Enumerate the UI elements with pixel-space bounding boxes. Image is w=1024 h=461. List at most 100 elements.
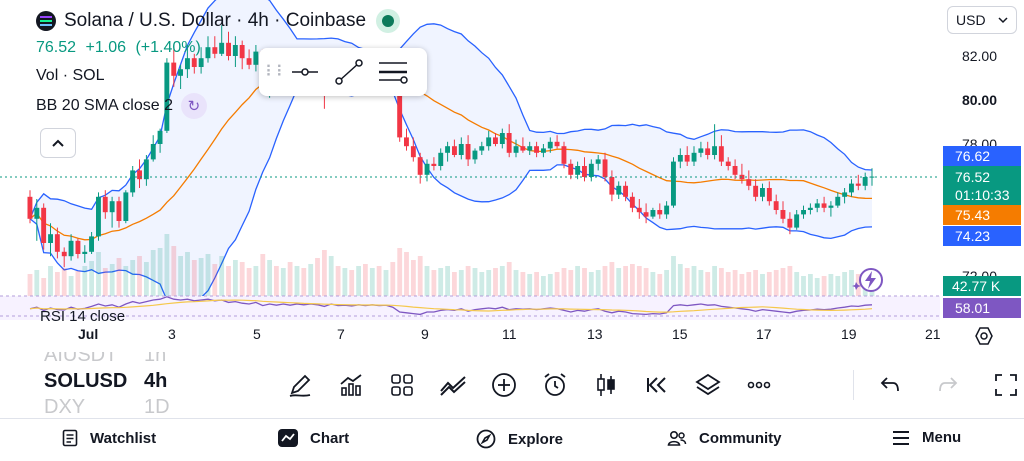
horizontal-line-tool[interactable] xyxy=(283,52,327,92)
symbol-row-active[interactable]: SOLUSD 4h xyxy=(44,368,184,394)
candle[interactable] xyxy=(835,192,841,208)
currency-select[interactable]: USD xyxy=(947,6,1017,34)
candle[interactable] xyxy=(541,144,546,158)
candle[interactable] xyxy=(102,190,108,219)
candle[interactable] xyxy=(465,135,471,166)
candle[interactable] xyxy=(486,130,492,151)
candle[interactable] xyxy=(753,179,759,202)
add-icon[interactable] xyxy=(484,368,524,402)
compare-icon[interactable] xyxy=(433,368,473,402)
candle[interactable] xyxy=(671,157,676,208)
candle[interactable] xyxy=(130,166,136,197)
candle[interactable] xyxy=(123,190,129,224)
candle[interactable] xyxy=(48,223,53,257)
candle[interactable] xyxy=(27,190,33,224)
candle[interactable] xyxy=(766,181,772,206)
candle[interactable] xyxy=(239,40,245,70)
candle[interactable] xyxy=(616,181,622,199)
collapse-legend-button[interactable] xyxy=(40,128,76,158)
candle[interactable] xyxy=(773,194,779,215)
candle[interactable] xyxy=(650,207,656,219)
candle[interactable] xyxy=(828,201,834,217)
candle[interactable] xyxy=(89,232,94,254)
price-chart[interactable] xyxy=(0,0,1024,352)
candle[interactable] xyxy=(718,135,724,166)
candle[interactable] xyxy=(178,64,183,89)
candle[interactable] xyxy=(623,181,628,202)
candle[interactable] xyxy=(54,227,60,259)
candle[interactable] xyxy=(855,174,861,191)
candle[interactable] xyxy=(232,36,238,67)
chart-area[interactable]: Solana / U.S. Dollar · 4h · Coinbase 76.… xyxy=(0,0,1024,352)
nav-community[interactable]: Community xyxy=(667,429,782,447)
pencil-icon[interactable] xyxy=(280,368,320,402)
candle[interactable] xyxy=(404,128,409,151)
candle[interactable] xyxy=(561,141,567,169)
candle[interactable] xyxy=(212,36,218,59)
symbol-switcher[interactable]: AIUSDT 1h SOLUSD 4h DXY 1D xyxy=(44,352,184,418)
candle[interactable] xyxy=(513,139,519,158)
candle[interactable] xyxy=(636,199,642,219)
candle[interactable] xyxy=(191,53,197,74)
candle[interactable] xyxy=(493,133,498,147)
candle[interactable] xyxy=(410,137,416,162)
candle[interactable] xyxy=(568,159,574,180)
nav-menu[interactable]: Menu xyxy=(892,429,961,446)
candle[interactable] xyxy=(657,203,663,219)
drawing-toolbar[interactable]: ⠇⠇ xyxy=(259,48,427,96)
line-settings-tool[interactable] xyxy=(371,52,415,92)
candle[interactable] xyxy=(246,49,252,70)
candle[interactable] xyxy=(582,157,587,182)
bb-legend[interactable]: BB 20 SMA close 2 ↻ xyxy=(36,93,400,119)
time-axis[interactable]: Jul 3 5 7 9 11 13 15 17 19 21 xyxy=(0,326,1024,348)
candle[interactable] xyxy=(75,238,81,259)
candle[interactable] xyxy=(842,188,848,204)
nav-chart[interactable]: Chart xyxy=(278,429,349,447)
chart-settings-icon[interactable] xyxy=(974,326,994,346)
candle[interactable] xyxy=(520,137,526,153)
candle[interactable] xyxy=(595,155,601,171)
candle[interactable] xyxy=(547,137,553,153)
candle[interactable] xyxy=(68,234,74,261)
refresh-icon[interactable]: ↻ xyxy=(180,93,207,119)
candle[interactable] xyxy=(862,172,868,191)
candle[interactable] xyxy=(219,25,225,56)
candle[interactable] xyxy=(424,159,430,182)
candle[interactable] xyxy=(609,170,615,202)
candle[interactable] xyxy=(150,135,156,162)
candle[interactable] xyxy=(431,157,437,171)
nav-explore[interactable]: Explore xyxy=(476,429,563,449)
candle[interactable] xyxy=(109,196,115,228)
lightning-icon[interactable] xyxy=(852,266,884,294)
candle[interactable] xyxy=(226,31,231,61)
candle[interactable] xyxy=(205,36,211,63)
candle[interactable] xyxy=(499,128,505,149)
layout-grid-icon[interactable] xyxy=(382,368,422,402)
symbol-title[interactable]: Solana / U.S. Dollar · 4h · Coinbase xyxy=(64,10,367,31)
alarm-icon[interactable] xyxy=(535,368,575,402)
indicators-icon[interactable] xyxy=(331,368,371,402)
candle[interactable] xyxy=(814,199,820,213)
candle[interactable] xyxy=(643,203,649,224)
candle[interactable] xyxy=(732,159,738,180)
candle[interactable] xyxy=(253,45,259,72)
drag-handle-icon[interactable]: ⠇⠇ xyxy=(265,64,287,81)
candle[interactable] xyxy=(554,135,560,149)
candle[interactable] xyxy=(746,170,752,191)
candle[interactable] xyxy=(137,159,142,188)
candle[interactable] xyxy=(677,148,683,169)
candle[interactable] xyxy=(705,141,711,160)
candle[interactable] xyxy=(479,141,485,155)
volume-label[interactable]: Vol · SOL xyxy=(36,67,105,84)
candle[interactable] xyxy=(143,155,149,186)
candle[interactable] xyxy=(698,141,704,158)
candle[interactable] xyxy=(185,45,190,78)
more-icon[interactable] xyxy=(739,368,779,402)
candle[interactable] xyxy=(458,137,464,160)
candle[interactable] xyxy=(157,128,163,153)
candle[interactable] xyxy=(82,245,88,263)
bb-label[interactable]: BB 20 SMA close 2 xyxy=(36,97,173,114)
candle[interactable] xyxy=(417,152,423,184)
candle[interactable] xyxy=(780,201,786,224)
candle[interactable] xyxy=(807,203,813,215)
